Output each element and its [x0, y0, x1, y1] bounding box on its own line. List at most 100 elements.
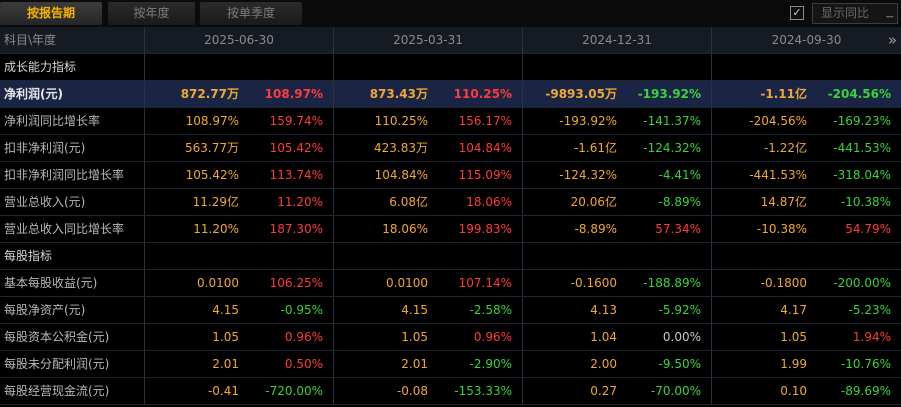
empty-cell	[712, 54, 901, 80]
value-text: 0.0100	[197, 276, 239, 290]
value-text: 20.06亿	[570, 195, 617, 209]
value-text: -10.38%	[756, 222, 807, 236]
value-text: 1.05	[212, 330, 239, 344]
data-cell: 11.20% 187.30%	[145, 216, 334, 242]
table-row[interactable]: 营业总收入(元) 11.29亿 11.20% 6.08亿 18.06% 20.06亿 -8.…	[0, 189, 901, 216]
value-text: -0.1800	[760, 276, 807, 290]
yoy-text: 108.97%	[264, 87, 323, 101]
table-row[interactable]: 每股资本公积金(元) 1.05 0.96% 1.05 0.96% 1.04 0.00% 1.0…	[0, 324, 901, 351]
value-text: -441.53%	[749, 168, 807, 182]
yoy-text: 110.25%	[453, 87, 512, 101]
value-text: 872.77万	[180, 87, 239, 101]
value-text: -193.92%	[559, 114, 617, 128]
data-cell: 563.77万 105.42%	[145, 135, 334, 161]
table-row[interactable]: 营业总收入同比增长率 11.20% 187.30% 18.06% 199.83% -8.8…	[0, 216, 901, 243]
yoy-text: -441.53%	[833, 141, 891, 155]
data-cell: 423.83万 104.84%	[334, 135, 523, 161]
section-row: 每股指标	[0, 243, 901, 270]
section-title: 成长能力指标	[0, 54, 145, 80]
value-text: -1.11亿	[760, 87, 807, 101]
value-text: 105.42%	[185, 168, 239, 182]
row-label: 营业总收入同比增长率	[0, 216, 145, 242]
value-text: -1.22亿	[763, 141, 807, 155]
yoy-text: -89.69%	[840, 384, 891, 398]
row-label: 扣非净利润(元)	[0, 135, 145, 161]
table-row[interactable]: 每股未分配利润(元) 2.01 0.50% 2.01 -2.90% 2.00 -9.50% 1…	[0, 351, 901, 378]
data-cell: 0.10 -89.69%	[712, 378, 901, 404]
data-cell: 2.00 -9.50%	[523, 351, 712, 377]
yoy-text: -70.00%	[650, 384, 701, 398]
data-cell: 110.25% 156.17%	[334, 108, 523, 134]
table-row[interactable]: 扣非净利润(元) 563.77万 105.42% 423.83万 104.84% -1.6…	[0, 135, 901, 162]
data-cell: 4.15 -0.95%	[145, 297, 334, 323]
value-text: 108.97%	[185, 114, 239, 128]
value-text: 0.10	[780, 384, 807, 398]
table-row[interactable]: 每股经营现金流(元) -0.41 -720.00% -0.08 -153.33% 0.27…	[0, 378, 901, 405]
show-yoy-checkbox[interactable]: ✓	[790, 6, 804, 20]
value-text: -0.08	[396, 384, 428, 398]
yoy-text: 11.20%	[277, 195, 323, 209]
row-label: 扣非净利润同比增长率	[0, 162, 145, 188]
data-cell: -441.53% -318.04%	[712, 162, 901, 188]
data-cell: 6.08亿 18.06%	[334, 189, 523, 215]
period-header: 2025-06-30	[145, 27, 334, 53]
data-cell: 105.42% 113.74%	[145, 162, 334, 188]
data-cell: -9893.05万 -193.92%	[523, 81, 712, 107]
yoy-text: -10.76%	[840, 357, 891, 371]
value-text: 2.01	[212, 357, 239, 371]
tab-by-quarter[interactable]: 按单季度	[200, 2, 302, 25]
value-text: 4.15	[401, 303, 428, 317]
show-yoy-button[interactable]: 显示同比 ▁	[812, 3, 898, 24]
value-text: -1.61亿	[573, 141, 617, 155]
value-text: 1.99	[780, 357, 807, 371]
table-row[interactable]: 基本每股收益(元) 0.0100 106.25% 0.0100 107.14% -0.16…	[0, 270, 901, 297]
row-label: 每股净资产(元)	[0, 297, 145, 323]
yoy-text: 104.84%	[458, 141, 512, 155]
tab-by-report-period[interactable]: 按报告期	[0, 2, 102, 25]
data-cell: -0.1600 -188.89%	[523, 270, 712, 296]
yoy-text: -318.04%	[833, 168, 891, 182]
row-label: 基本每股收益(元)	[0, 270, 145, 296]
data-cell: -8.89% 57.34%	[523, 216, 712, 242]
dropdown-arrow-icon: ▁	[886, 8, 893, 18]
data-cell: -10.38% 54.79%	[712, 216, 901, 242]
data-cell: 1.05 0.96%	[145, 324, 334, 350]
double-chevron-right-icon[interactable]: »	[887, 31, 897, 49]
yoy-text: 0.96%	[473, 330, 512, 344]
data-cell: -193.92% -141.37%	[523, 108, 712, 134]
yoy-text: -169.23%	[833, 114, 891, 128]
value-text: 110.25%	[374, 114, 428, 128]
data-cell: 1.99 -10.76%	[712, 351, 901, 377]
table-row[interactable]: 净利润(元) 872.77万 108.97% 873.43万 110.25% -9893.…	[0, 81, 901, 108]
yoy-text: -124.32%	[643, 141, 701, 155]
yoy-text: 105.42%	[269, 141, 323, 155]
yoy-text: 54.79%	[845, 222, 891, 236]
value-text: -124.32%	[559, 168, 617, 182]
table-row[interactable]: 每股净资产(元) 4.15 -0.95% 4.15 -2.58% 4.13 -5.92% 4.…	[0, 297, 901, 324]
yoy-text: 57.34%	[655, 222, 701, 236]
table-row[interactable]: 净利润同比增长率 108.97% 159.74% 110.25% 156.17% -193…	[0, 108, 901, 135]
section-row: 成长能力指标	[0, 54, 901, 81]
data-cell: 1.04 0.00%	[523, 324, 712, 350]
value-text: 0.0100	[386, 276, 428, 290]
yoy-text: 115.09%	[458, 168, 512, 182]
value-text: 2.00	[590, 357, 617, 371]
yoy-text: 0.00%	[662, 330, 701, 344]
row-label: 每股未分配利润(元)	[0, 351, 145, 377]
yoy-text: 1.94%	[852, 330, 891, 344]
value-text: -0.41	[207, 384, 239, 398]
subject-header: 科目\年度	[0, 27, 145, 53]
yoy-text: 107.14%	[458, 276, 512, 290]
data-cell: 20.06亿 -8.89%	[523, 189, 712, 215]
empty-cell	[145, 54, 334, 80]
yoy-text: -10.38%	[840, 195, 891, 209]
yoy-text: -4.41%	[658, 168, 701, 182]
value-text: 4.15	[212, 303, 239, 317]
yoy-text: -5.92%	[658, 303, 701, 317]
data-cell: -0.1800 -200.00%	[712, 270, 901, 296]
tab-by-year[interactable]: 按年度	[108, 2, 195, 25]
table-row[interactable]: 扣非净利润同比增长率 105.42% 113.74% 104.84% 115.09% -1…	[0, 162, 901, 189]
yoy-text: -720.00%	[265, 384, 323, 398]
top-toolbar: 按报告期 按年度 按单季度 ✓ 显示同比 ▁	[0, 0, 901, 27]
yoy-text: 156.17%	[458, 114, 512, 128]
